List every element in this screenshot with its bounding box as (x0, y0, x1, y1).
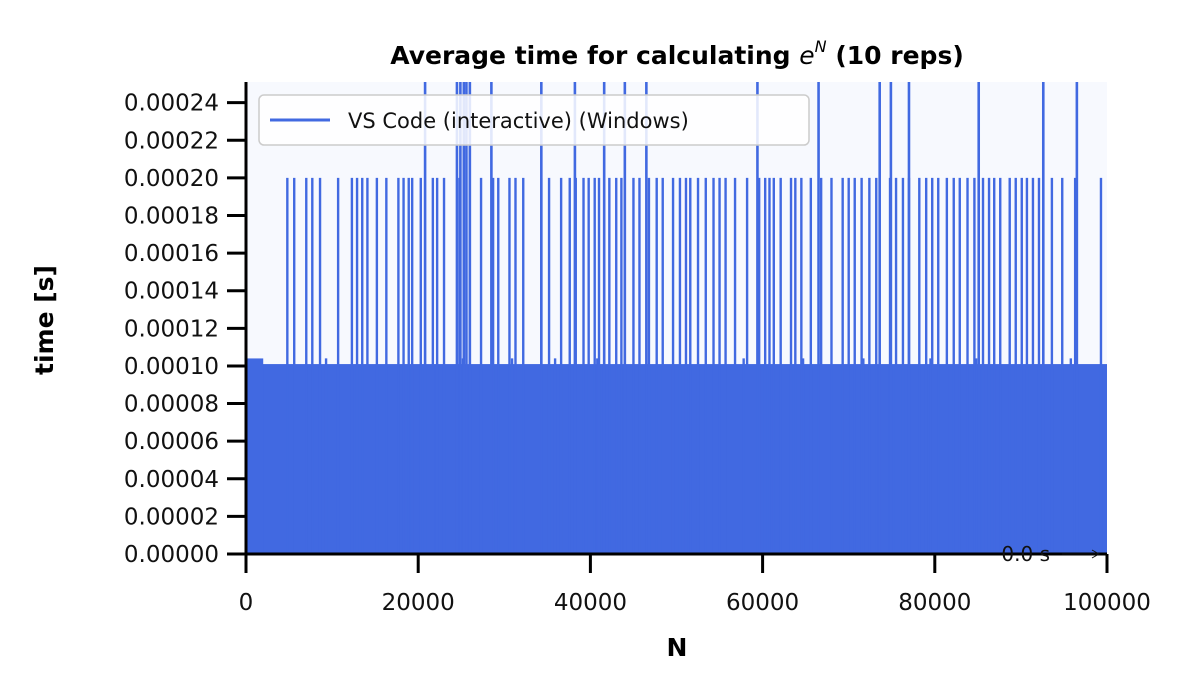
x-tick-label: 20000 (382, 590, 455, 616)
chart-title-suffix: (10 reps) (827, 41, 964, 70)
y-tick-label: 0.00018 (124, 204, 219, 230)
x-tick-label: 80000 (898, 590, 971, 616)
ticks: 0.00000 0.00002 0.00004 0.00006 0.00008 0.000… (124, 91, 1151, 616)
legend-box (258, 94, 810, 146)
x-tick-label: 0 (239, 590, 254, 616)
chart-title-math-base: e (799, 41, 814, 70)
y-tick-label: 0.00008 (124, 392, 219, 418)
annotation: 0.0 s (1001, 542, 1101, 566)
x-tick-label: 40000 (554, 590, 627, 616)
annotation-arrow-head (1091, 549, 1101, 559)
y-tick-label: 0.00014 (124, 279, 219, 305)
legend-label: VS Code (interactive) (Windows) (348, 109, 689, 133)
plot-area (246, 82, 1107, 554)
y-axis-label: time [s] (30, 265, 59, 375)
y-tick-label: 0.00002 (124, 504, 219, 530)
chart-title-text: Average time for calculating (390, 41, 790, 70)
y-tick-label: 0.00020 (124, 166, 219, 192)
y-tick-label: 0.00010 (124, 354, 219, 380)
legend: VS Code (interactive) (Windows) (258, 94, 810, 146)
y-tick-label: 0.00022 (124, 128, 219, 154)
y-tick-label: 0.00012 (124, 316, 219, 342)
series-baseline-band (246, 364, 1107, 554)
y-tick-label: 0.00006 (124, 429, 219, 455)
y-tick-label: 0.00004 (124, 467, 219, 493)
x-tick-label: 100000 (1063, 590, 1151, 616)
y-tick-label: 0.00024 (124, 91, 219, 117)
chart-title: Average time for calculating eN (10 reps… (390, 37, 964, 70)
x-tick-label: 60000 (726, 590, 799, 616)
y-tick-label: 0.00016 (124, 241, 219, 267)
y-tick-label: 0.00000 (124, 542, 219, 568)
annotation-text: 0.0 s (1001, 542, 1050, 566)
axes (244, 82, 1107, 556)
x-axis-label: N (667, 633, 688, 662)
series-initial-segment (246, 358, 264, 554)
chart-title-math-exp: N (815, 37, 827, 56)
